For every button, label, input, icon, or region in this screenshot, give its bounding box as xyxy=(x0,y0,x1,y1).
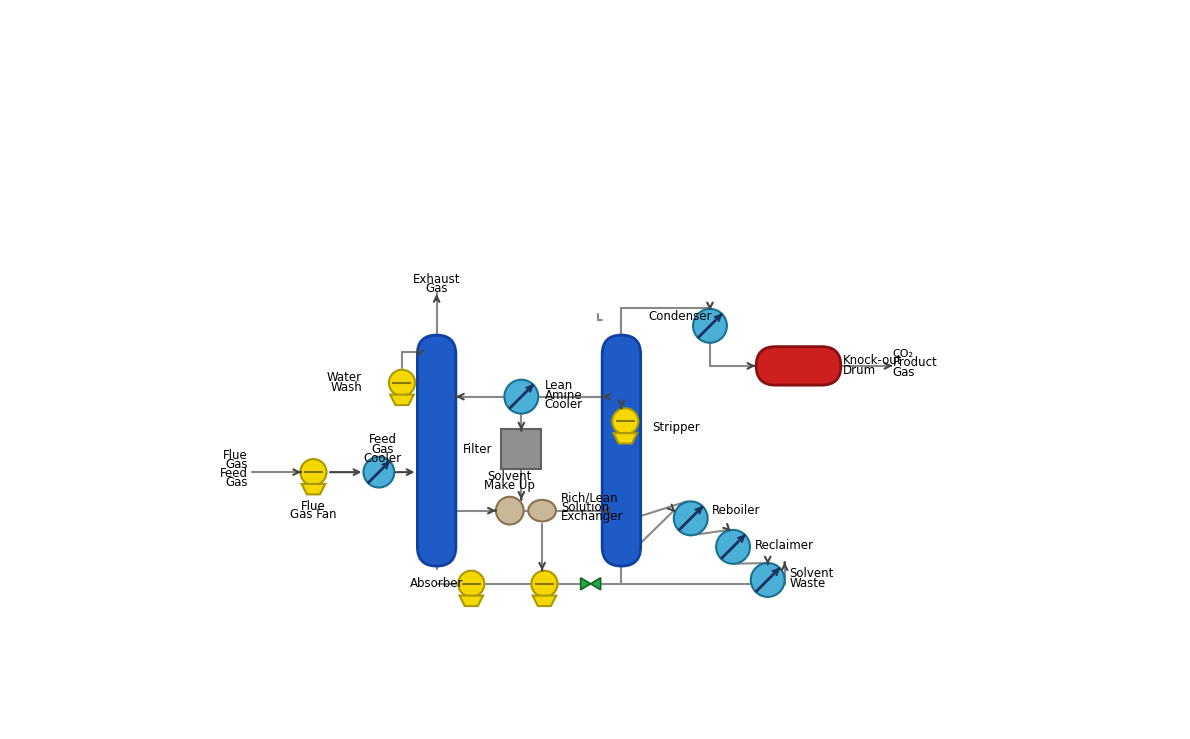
Ellipse shape xyxy=(528,500,556,522)
Text: Gas: Gas xyxy=(371,443,394,455)
Circle shape xyxy=(300,459,326,486)
Text: Make Up: Make Up xyxy=(484,480,536,492)
Text: Feed: Feed xyxy=(220,467,248,480)
FancyBboxPatch shape xyxy=(756,347,841,385)
Text: Gas: Gas xyxy=(225,458,248,471)
Circle shape xyxy=(674,501,708,535)
Text: Water: Water xyxy=(327,371,362,384)
Text: Gas: Gas xyxy=(892,366,915,378)
Circle shape xyxy=(751,563,784,597)
Text: Cooler: Cooler xyxy=(544,398,583,411)
Text: Flue: Flue xyxy=(301,500,326,513)
Polygon shape xyxy=(581,578,590,590)
Text: Gas: Gas xyxy=(225,477,248,489)
Text: Gas: Gas xyxy=(425,282,447,296)
Polygon shape xyxy=(459,596,483,606)
Text: Flue: Flue xyxy=(224,449,248,462)
Text: CO₂: CO₂ xyxy=(892,349,914,358)
Text: Filter: Filter xyxy=(463,443,493,455)
Text: Solvent: Solvent xyxy=(488,470,532,483)
Circle shape xyxy=(505,380,538,414)
Text: Exchanger: Exchanger xyxy=(562,511,624,523)
Text: Wash: Wash xyxy=(330,381,362,394)
Text: Stripper: Stripper xyxy=(652,421,700,434)
Circle shape xyxy=(363,457,394,488)
Text: Cooler: Cooler xyxy=(364,452,402,465)
Circle shape xyxy=(458,571,484,597)
Polygon shape xyxy=(614,433,637,443)
FancyBboxPatch shape xyxy=(418,335,456,566)
Text: Rich/Lean: Rich/Lean xyxy=(562,492,619,505)
FancyBboxPatch shape xyxy=(602,335,640,566)
Polygon shape xyxy=(390,395,414,405)
Polygon shape xyxy=(301,484,325,494)
Text: Drum: Drum xyxy=(844,364,876,377)
Ellipse shape xyxy=(496,497,524,525)
Text: Knock-out: Knock-out xyxy=(844,354,903,367)
Circle shape xyxy=(693,309,727,343)
FancyBboxPatch shape xyxy=(501,429,541,469)
Text: Feed: Feed xyxy=(369,433,396,446)
Text: Absorber: Absorber xyxy=(409,576,463,590)
Polygon shape xyxy=(533,596,556,606)
Text: Product: Product xyxy=(892,356,938,370)
Text: Waste: Waste xyxy=(789,576,826,590)
Text: Gas Fan: Gas Fan xyxy=(290,508,337,521)
Text: Amine: Amine xyxy=(544,389,582,401)
Text: Condenser: Condenser xyxy=(649,310,712,323)
Text: Exhaust: Exhaust xyxy=(413,273,461,286)
Text: Lean: Lean xyxy=(544,379,572,392)
Text: Reclaimer: Reclaimer xyxy=(754,539,814,552)
Text: Solution: Solution xyxy=(562,501,609,514)
Circle shape xyxy=(389,370,415,396)
Circle shape xyxy=(612,408,638,435)
Circle shape xyxy=(716,530,750,564)
Circle shape xyxy=(531,571,557,597)
Text: Solvent: Solvent xyxy=(789,568,834,580)
Polygon shape xyxy=(590,578,601,590)
Text: Reboiler: Reboiler xyxy=(713,504,760,517)
